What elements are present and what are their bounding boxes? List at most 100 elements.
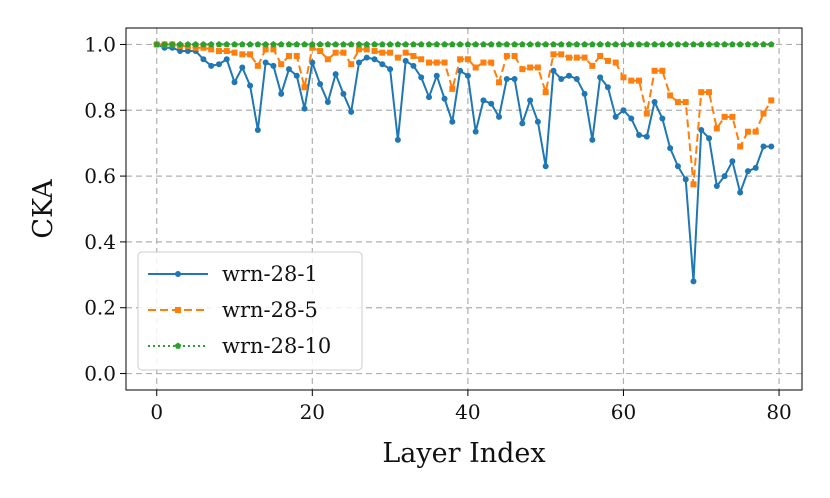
data-point [511, 76, 518, 83]
data-point [628, 115, 635, 122]
data-point [215, 41, 223, 48]
y-tick-label: 0.6 [84, 164, 116, 188]
data-point [347, 41, 355, 48]
data-point [417, 41, 425, 48]
data-point [620, 74, 627, 81]
legend: wrn-28-1 wrn-28-5 wrn-28-10 [137, 251, 363, 371]
data-point [729, 41, 736, 48]
data-point [744, 128, 751, 135]
data-point [760, 110, 767, 117]
data-point [659, 67, 666, 74]
data-point [425, 94, 432, 101]
data-point [573, 41, 581, 48]
data-point [262, 46, 269, 53]
data-point [651, 99, 658, 106]
data-point [627, 41, 635, 48]
legend-label: wrn-28-5 [222, 298, 318, 322]
data-point [503, 52, 510, 59]
data-point [604, 84, 611, 91]
data-point [301, 105, 308, 112]
data-point [558, 51, 565, 58]
data-point [698, 89, 705, 96]
data-point [651, 41, 658, 48]
data-point [254, 127, 261, 134]
y-tick-label: 0.8 [84, 98, 116, 122]
data-point [667, 145, 674, 152]
data-point [394, 41, 402, 48]
data-point [355, 59, 362, 66]
data-point [309, 41, 316, 48]
data-point [706, 135, 713, 142]
data-point [526, 41, 534, 48]
legend-box [137, 251, 363, 371]
data-point [713, 182, 720, 189]
data-point [464, 41, 472, 48]
data-point [674, 99, 681, 106]
data-point [223, 56, 230, 63]
data-point [737, 189, 744, 196]
data-point [402, 57, 409, 64]
data-point [309, 44, 316, 51]
data-point [231, 41, 238, 48]
data-point [573, 76, 580, 83]
data-point [262, 59, 269, 66]
data-point [410, 41, 417, 48]
data-point [744, 41, 752, 48]
data-point [348, 108, 355, 115]
data-point [480, 41, 487, 48]
data-point [177, 48, 184, 55]
data-point [192, 41, 199, 48]
data-point [589, 62, 596, 69]
data-point [503, 76, 510, 83]
data-point [239, 51, 246, 58]
data-point [270, 62, 277, 69]
data-point [495, 41, 503, 48]
data-point [612, 113, 619, 120]
data-point [511, 41, 518, 48]
data-point [223, 41, 231, 48]
data-point [363, 41, 371, 48]
series-line [156, 43, 772, 282]
data-point [332, 41, 339, 48]
legend-marker [175, 307, 181, 313]
data-point [628, 77, 635, 84]
x-axis-label: Layer Index [382, 438, 545, 469]
data-point [558, 76, 565, 83]
data-point [604, 41, 612, 48]
data-point [768, 143, 775, 150]
data-point [340, 41, 347, 48]
legend-label: wrn-28-1 [222, 262, 318, 286]
data-point [239, 41, 246, 48]
data-point [550, 51, 557, 58]
data-point [208, 62, 215, 69]
data-point [534, 64, 541, 71]
data-point [355, 41, 363, 48]
data-point [667, 92, 674, 99]
data-point [161, 41, 168, 48]
data-point [379, 49, 386, 56]
data-point [363, 46, 370, 53]
x-tick-label: 80 [766, 400, 791, 424]
data-point [247, 82, 254, 89]
legend-marker [174, 342, 182, 349]
data-point [488, 59, 495, 66]
data-point [643, 41, 651, 48]
data-point [729, 113, 736, 120]
data-point [729, 158, 736, 165]
data-point [441, 59, 448, 66]
data-point [277, 41, 285, 48]
data-point [371, 48, 378, 55]
data-point [215, 61, 222, 68]
data-point [441, 41, 448, 48]
data-point [324, 99, 331, 106]
data-point [612, 59, 619, 66]
data-point [278, 61, 285, 68]
data-point [519, 41, 526, 48]
data-point [457, 67, 464, 74]
data-point [643, 133, 650, 140]
data-point [752, 128, 759, 135]
data-point [636, 131, 643, 138]
data-point [184, 48, 191, 55]
data-point [472, 41, 479, 48]
data-point [285, 66, 292, 73]
